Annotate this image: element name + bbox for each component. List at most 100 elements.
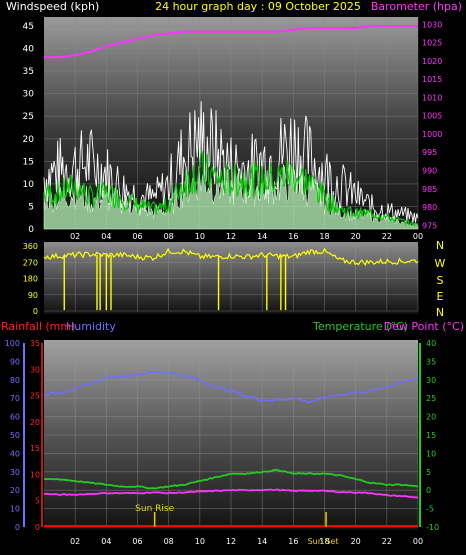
humidity-tick-label: 80 (10, 376, 20, 385)
barometer-tick-label: 1030 (422, 20, 442, 29)
temperature-x-tick-label: 06 (132, 537, 142, 546)
temperature-x-tick-label: 20 (351, 537, 361, 546)
barometer-tick-label: 1020 (422, 57, 442, 66)
dewpoint-axis-title: Dew Point (°C) (384, 320, 464, 333)
temperature-x-tick-label: 14 (257, 537, 267, 546)
humidity-tick-label: 20 (10, 486, 20, 495)
compass-n-bottom: N (436, 306, 444, 319)
temperature-axis-title: Temperature (°C) (312, 320, 408, 333)
barometer-tick-label: 1005 (422, 112, 442, 121)
wind-tick-label: 5 (28, 202, 34, 212)
rainfall-tick-label: 15 (30, 444, 40, 453)
humidity-tick-label: 90 (10, 357, 20, 366)
barometer-tick-label: 1025 (422, 39, 442, 48)
wind-tick-label: 20 (23, 135, 35, 145)
humidity-tick-label: 50 (10, 431, 20, 440)
compass-n-top: N (436, 239, 444, 252)
temperature-x-tick-label: 16 (288, 537, 298, 546)
barometer-tick-label: 1015 (422, 75, 442, 84)
temperature-axes: 0 10 20 30 40 50 60 70 80 90 10 00 5 10 15 20 25 30 35 -10 -… (5, 339, 439, 546)
humidity-tick-label: 70 (10, 394, 20, 403)
wind-series (43, 25, 419, 230)
barometer-axis-title: Barometer (hpa) (371, 0, 462, 13)
rainfall-tick-label: 5 (35, 497, 40, 506)
rainfall-tick-label: 35 (30, 339, 40, 348)
humidity-series (43, 370, 419, 404)
temperature-tick-label: -5 (426, 505, 434, 514)
wind-tick-label: 10 (23, 180, 35, 190)
wind-tick-label: 25 (23, 112, 34, 122)
temperature-x-tick-label: 00 (413, 537, 423, 546)
wind-x-tick-label: 18 (319, 232, 329, 241)
barometer-series (44, 25, 418, 59)
rainfall-tick-label: 10 (30, 470, 40, 479)
sunset-label: Sun Set (308, 537, 339, 546)
dewpoint-series (43, 488, 419, 499)
direction-tick-label: 180 (23, 275, 38, 284)
temperature-series (43, 468, 419, 490)
barometer-tick-label: 995 (422, 148, 437, 157)
wind-axis-title: Windspeed (kph) (6, 0, 99, 13)
temperature-tick-label: 40 (426, 339, 436, 348)
temperature-x-tick-label: 18 (319, 537, 329, 546)
humidity-tick-label: 100 (5, 339, 20, 348)
humidity-tick-label: 10 (10, 505, 20, 514)
wind-tick-label: 0 (28, 225, 34, 235)
temperature-tick-label: 0 (426, 486, 431, 495)
wind-tick-label: 35 (23, 67, 34, 77)
wind-x-tick-label: 22 (382, 232, 392, 241)
temperature-x-tick-label: 12 (226, 537, 236, 546)
wind-x-tick-label: 20 (351, 232, 361, 241)
wind-x-tick-label: 08 (164, 232, 174, 241)
barometer-tick-label: 1000 (422, 130, 442, 139)
temperature-grid (44, 342, 419, 528)
wind-x-tick-label: 16 (288, 232, 298, 241)
temperature-tick-label: -10 (426, 523, 439, 532)
rainfall-axis-title: Rainfall (mm) (1, 320, 75, 333)
wind-x-tick-label: 10 (195, 232, 205, 241)
rainfall-tick-label: 30 (30, 365, 40, 374)
rainfall-tick-label: 20 (30, 418, 40, 427)
wind-tick-label: 30 (23, 90, 35, 100)
sun-annotations: Sun Rise Sun Set (135, 504, 338, 546)
temperature-tick-label: 15 (426, 431, 436, 440)
temperature-tick-label: 20 (426, 413, 436, 422)
compass-e: E (437, 290, 444, 303)
barometer-tick-label: 985 (422, 185, 437, 194)
temperature-series (43, 370, 419, 527)
compass-s: S (437, 274, 444, 287)
temperature-x-tick-label: 04 (101, 537, 111, 546)
humidity-tick-label: 40 (10, 449, 20, 458)
humidity-tick-label: 60 (10, 413, 20, 422)
temperature-tick-label: 25 (426, 394, 436, 403)
wind-x-tick-label: 00 (413, 232, 423, 241)
barometer-tick-label: 990 (422, 167, 437, 176)
wind-tick-label: 40 (23, 45, 35, 55)
direction-tick-label: 0 (33, 307, 38, 316)
temperature-x-tick-label: 02 (70, 537, 80, 546)
temperature-x-tick-label: 10 (195, 537, 205, 546)
direction-tick-label: 270 (23, 258, 38, 267)
graph-date-title: 24 hour graph day : 09 October 2025 (155, 0, 361, 13)
compass-w: W (435, 257, 446, 270)
wind-x-tick-label: 06 (132, 232, 142, 241)
wind-x-tick-label: 12 (226, 232, 236, 241)
barometer-tick-label: 980 (422, 203, 437, 212)
barometer-tick-label: 1010 (422, 93, 442, 102)
wind-x-tick-label: 14 (257, 232, 267, 241)
rainfall-tick-label: 25 (30, 392, 40, 401)
temperature-x-tick-label: 08 (164, 537, 174, 546)
compass-labels: N W S E N (435, 239, 446, 319)
direction-tick-label: 90 (28, 291, 38, 300)
humidity-axis-title: Humidity (66, 320, 116, 333)
wind-average-series (43, 149, 419, 227)
temperature-tick-label: 5 (426, 468, 431, 477)
wind-x-tick-label: 04 (101, 232, 111, 241)
barometer-tick-label: 975 (422, 221, 437, 230)
temperature-x-tick-label: 22 (382, 537, 392, 546)
temperature-tick-label: 35 (426, 357, 436, 366)
wind-tick-label: 15 (23, 157, 34, 167)
temperature-tick-label: 30 (426, 376, 436, 385)
